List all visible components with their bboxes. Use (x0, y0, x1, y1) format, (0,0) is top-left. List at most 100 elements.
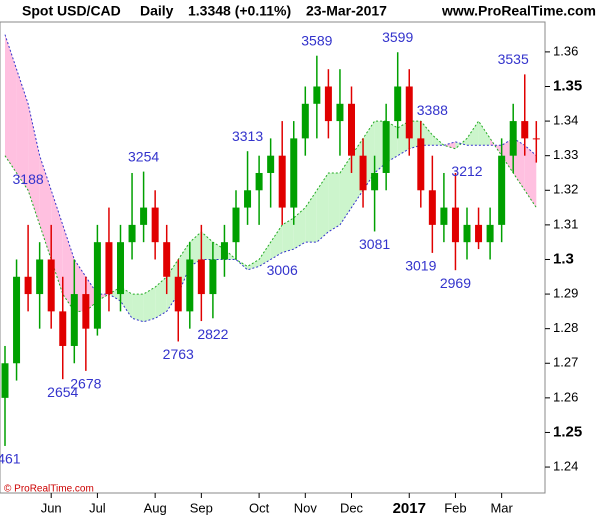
candle-body (186, 259, 194, 312)
symbol: Spot USD/CAD (22, 3, 121, 19)
candle-body (163, 242, 171, 277)
annotation: 3006 (267, 262, 298, 278)
annotation: 3081 (359, 236, 390, 252)
candle-body (313, 86, 321, 104)
candle-body (278, 155, 286, 208)
annotation: 2763 (163, 346, 194, 362)
annotation: 2969 (440, 275, 471, 291)
y-tick-label: 1.24 (553, 458, 578, 473)
candle-body (394, 86, 402, 122)
copyright: © ProRealTime.com (4, 484, 94, 495)
candle-body (382, 121, 390, 173)
candle-body (1, 363, 9, 398)
date: 23-Mar-2017 (306, 3, 387, 19)
cloud-segment (143, 287, 156, 322)
annotation: 2461 (0, 451, 21, 467)
candle-body (70, 294, 78, 346)
x-tick-label: Aug (144, 500, 167, 515)
candle-body (140, 207, 148, 225)
y-tick-label: 1.29 (553, 286, 578, 301)
candle-body (359, 155, 367, 191)
y-tick-label: 1.36 (553, 43, 578, 58)
candle-body (82, 294, 90, 329)
candle-body (232, 207, 240, 243)
candle-body (371, 172, 379, 191)
y-tick-label: 1.31 (553, 216, 578, 231)
annotation: 3188 (13, 171, 44, 187)
candle-body (117, 242, 124, 295)
cloud-segment (316, 172, 329, 243)
x-tick-label: Feb (444, 500, 466, 515)
annotation: 3212 (451, 163, 482, 179)
cloud-segment (201, 231, 213, 260)
annotation: 2654 (47, 384, 78, 400)
candle-body (532, 138, 540, 140)
candle-body (463, 224, 471, 243)
candle-body (301, 103, 309, 139)
x-tick-label: Jul (89, 500, 106, 515)
candle-body (521, 121, 529, 139)
candle-body (24, 276, 32, 295)
candle-body (451, 207, 459, 243)
candle-body (93, 242, 101, 329)
x-tick-label: Sep (190, 500, 213, 515)
candle-body (197, 259, 205, 295)
candle-body (13, 276, 21, 364)
y-tick-label: 1.32 (553, 182, 578, 197)
y-tick-label: 1.26 (553, 389, 578, 404)
annotation: 3535 (498, 51, 529, 67)
candle-body (486, 224, 494, 243)
annotation: 2822 (197, 326, 228, 342)
cloud-segment (478, 121, 491, 146)
annotation: 3599 (382, 29, 413, 45)
y-tick-label: 1.3 (553, 250, 574, 267)
y-tick-label: 1.34 (553, 113, 578, 128)
cloud-segment (16, 69, 29, 191)
last-price: 1.3348 (+0.11%) (188, 3, 291, 19)
y-tick-label: 1.27 (553, 355, 578, 370)
annotation: 3313 (232, 128, 263, 144)
candle-body (105, 242, 113, 295)
cloud-segment (467, 121, 479, 146)
candle-body (509, 121, 517, 156)
candle-body (324, 86, 332, 122)
cloud-segment (259, 242, 271, 267)
candle-body (290, 138, 298, 208)
cloud-segment (247, 259, 260, 270)
cloud-segment (282, 217, 294, 253)
cloud-segment (339, 155, 352, 225)
cloud-segment (120, 287, 133, 319)
y-tick-label: 1.33 (553, 147, 578, 162)
cloud-segment (293, 207, 306, 250)
annotation: 3019 (405, 258, 436, 274)
cloud-segment (432, 134, 444, 146)
y-tick-label: 1.35 (553, 77, 582, 94)
candle-body (151, 207, 159, 243)
candle-body (440, 207, 448, 225)
candle-body (36, 259, 44, 295)
candle-body (220, 242, 228, 260)
y-tick-label: 1.28 (553, 320, 578, 335)
cloud-segment (155, 276, 167, 319)
candle-body (428, 190, 436, 225)
candle-body (244, 190, 252, 208)
cloud-segment (270, 224, 283, 260)
annotation: 3388 (417, 102, 448, 118)
x-tick-label: Jun (41, 500, 62, 515)
x-tick-label: Mar (490, 500, 513, 515)
x-tick-label: Oct (249, 500, 270, 515)
cloud-segment (189, 231, 202, 267)
candle-body (336, 103, 344, 122)
candle-body (348, 103, 355, 156)
candle-body (59, 311, 67, 346)
cloud-segment (28, 103, 40, 225)
cloud-span-b (4, 34, 537, 323)
candle-body (255, 172, 263, 191)
period: Daily (140, 3, 174, 19)
cloud-span-a (4, 120, 537, 312)
candle-body (47, 259, 55, 312)
cloud-segment (62, 224, 75, 312)
x-tick-label: Dec (340, 500, 364, 515)
cloud-segment (236, 259, 248, 270)
